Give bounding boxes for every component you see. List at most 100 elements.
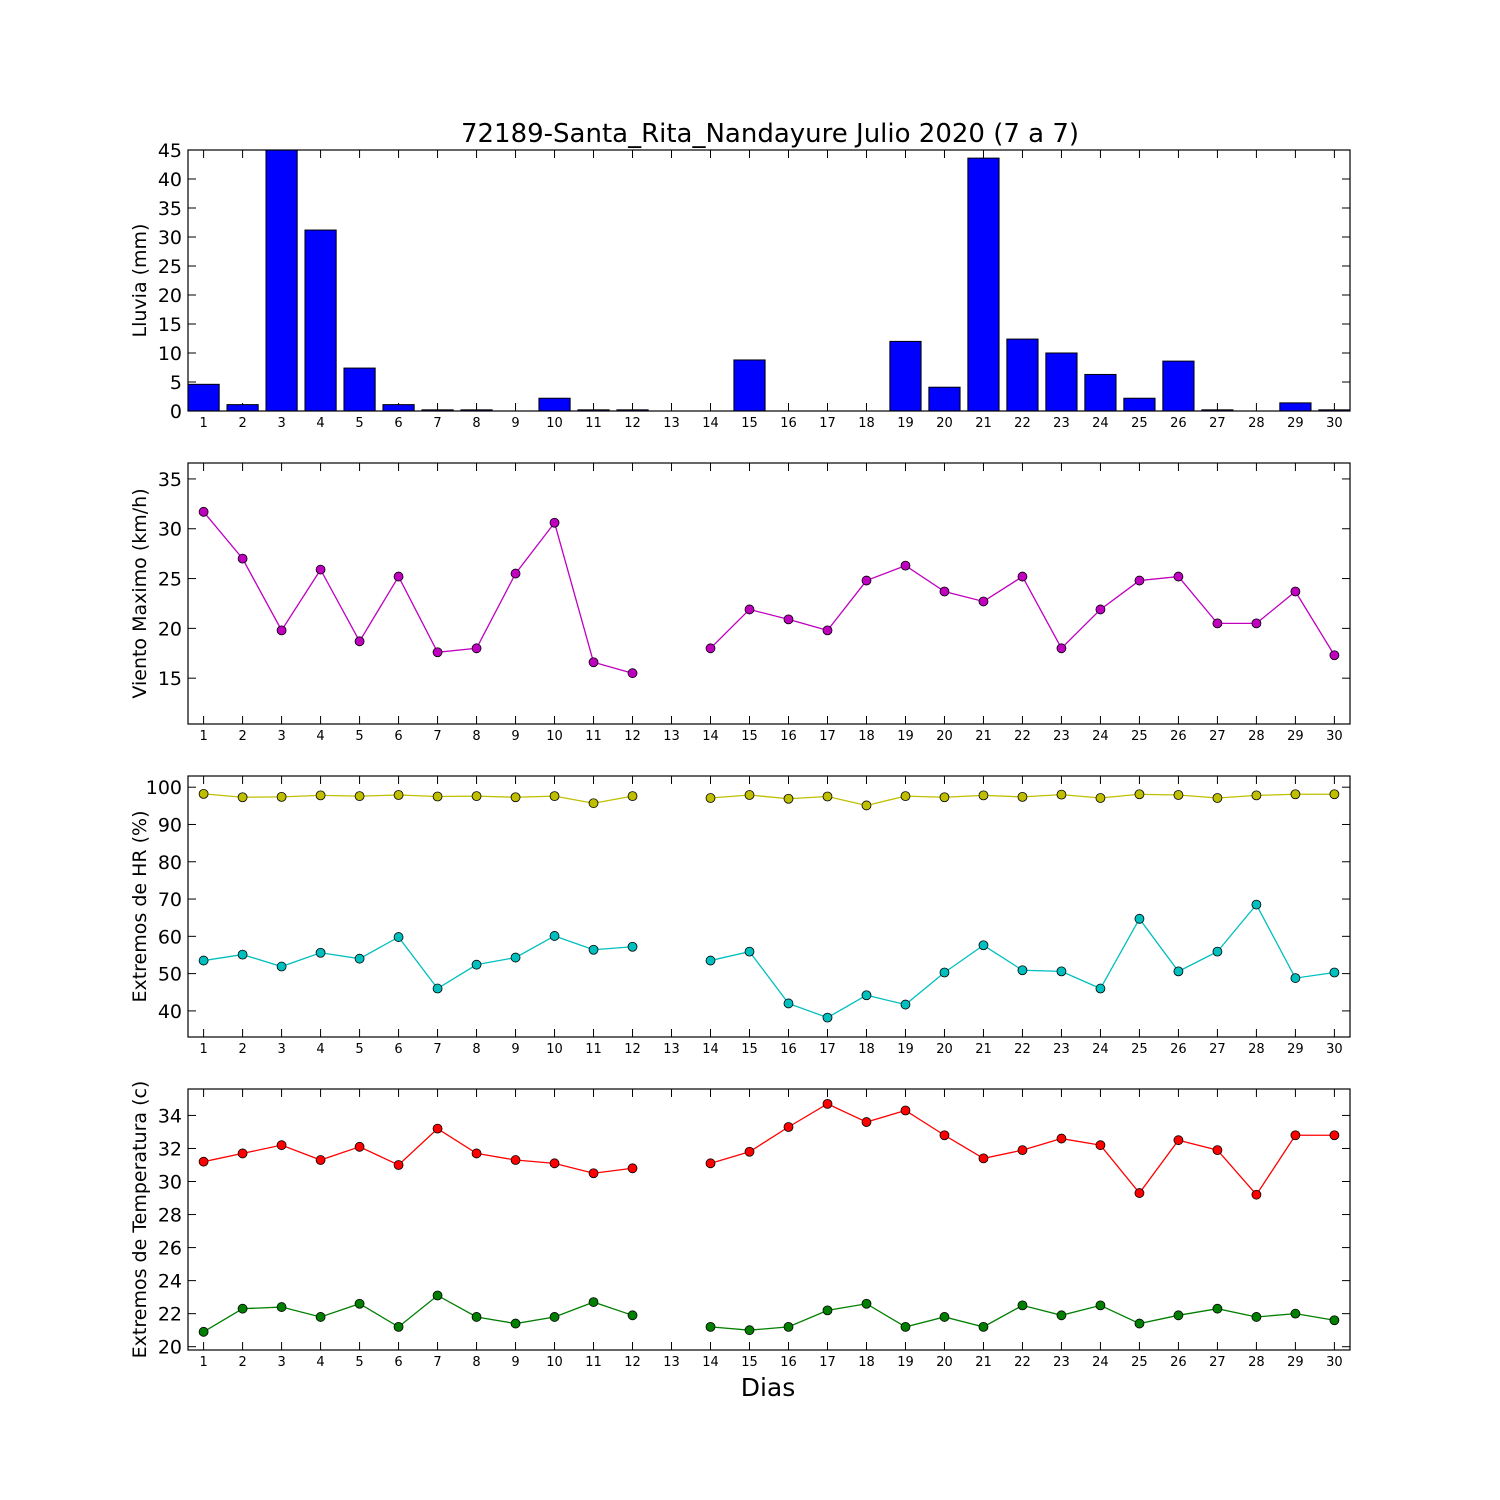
x-tick-label: 24 (1092, 1355, 1109, 1370)
data-point (705, 955, 716, 966)
y-tick-label: 50 (158, 964, 182, 986)
data-point (978, 790, 989, 801)
data-point (315, 790, 326, 801)
data-point (1329, 967, 1340, 978)
data-point (1017, 1145, 1028, 1156)
y-tick-label: 22 (158, 1304, 182, 1326)
data-point (744, 604, 755, 615)
x-tick-label: 22 (1014, 416, 1031, 431)
data-point (276, 1140, 287, 1151)
x-tick-label: 25 (1131, 1355, 1148, 1370)
x-tick-label: 13 (663, 1355, 680, 1370)
data-point (198, 1326, 209, 1337)
data-point (1290, 1308, 1301, 1319)
x-tick-label: 1 (199, 1355, 207, 1370)
x-tick-label: 5 (355, 416, 363, 431)
y-tick-label: 30 (158, 519, 182, 541)
data-point (1290, 586, 1301, 597)
y-tick-label: 20 (158, 1337, 182, 1359)
x-tick-label: 23 (1053, 729, 1070, 744)
bar (1006, 338, 1039, 412)
data-point (978, 940, 989, 951)
x-tick-label: 17 (819, 416, 836, 431)
x-tick-label: 30 (1326, 416, 1343, 431)
y-tick-label: 25 (158, 569, 182, 591)
bar (1279, 402, 1312, 412)
data-point (939, 792, 950, 803)
x-tick-label: 29 (1287, 729, 1304, 744)
x-tick-label: 9 (511, 729, 519, 744)
y-tick-label: 34 (158, 1105, 182, 1127)
data-point (705, 1321, 716, 1332)
x-tick-label: 18 (858, 416, 875, 431)
data-point (432, 647, 443, 658)
x-tick-label: 6 (394, 416, 402, 431)
data-point (510, 792, 521, 803)
x-tick-label: 10 (546, 729, 563, 744)
data-point (198, 506, 209, 517)
x-tick-label: 8 (472, 416, 480, 431)
y-tick-label: 25 (158, 256, 182, 278)
data-point (900, 1105, 911, 1116)
x-tick-label: 1 (199, 1042, 207, 1057)
data-point (1134, 913, 1145, 924)
data-point (315, 947, 326, 958)
data-point (315, 1312, 326, 1322)
y-tick-label: 5 (170, 372, 182, 394)
x-tick-label: 8 (472, 1042, 480, 1057)
bar (733, 359, 766, 412)
data-point (549, 1312, 560, 1322)
data-point (510, 952, 521, 963)
x-tick-label: 8 (472, 1355, 480, 1370)
data-point (393, 1321, 404, 1332)
data-point (744, 790, 755, 800)
data-point (198, 955, 209, 966)
x-tick-label: 17 (819, 729, 836, 744)
x-tick-label: 26 (1170, 1042, 1187, 1057)
data-point (1212, 1145, 1223, 1156)
x-tick-label: 16 (780, 1042, 797, 1057)
x-tick-label: 18 (858, 729, 875, 744)
x-tick-label: 9 (511, 416, 519, 431)
data-point (393, 790, 404, 800)
data-point (1173, 1310, 1184, 1321)
data-point (588, 657, 599, 668)
x-axis-label: Dias (741, 1373, 796, 1402)
data-point (1290, 789, 1301, 800)
x-tick-label: 24 (1092, 416, 1109, 431)
y-tick-label: 20 (158, 285, 182, 307)
data-point (354, 1141, 365, 1152)
x-tick-label: 25 (1131, 416, 1148, 431)
data-point (1056, 1310, 1067, 1321)
y-axis-label: Extremos de Temperatura (c) (129, 1081, 151, 1359)
x-tick-label: 2 (238, 1355, 246, 1370)
x-tick-label: 27 (1209, 1042, 1226, 1057)
data-point (1056, 789, 1067, 800)
data-point (1095, 1140, 1106, 1151)
x-tick-label: 4 (316, 1355, 324, 1370)
data-point (588, 798, 599, 809)
data-point (1056, 1133, 1067, 1144)
data-point (627, 941, 638, 952)
bar (1123, 397, 1156, 412)
data-point (861, 800, 872, 811)
data-point (744, 1325, 755, 1336)
series-line-1 (203, 511, 633, 674)
data-point (861, 1117, 872, 1127)
x-tick-label: 18 (858, 1042, 875, 1057)
series-line-1 (203, 793, 633, 804)
x-tick-label: 27 (1209, 729, 1226, 744)
data-point (1212, 946, 1223, 957)
x-tick-label: 14 (702, 1042, 719, 1057)
data-point (1173, 571, 1184, 582)
x-tick-label: 28 (1248, 416, 1265, 431)
data-point (354, 791, 365, 802)
x-tick-label: 10 (546, 1355, 563, 1370)
x-tick-label: 22 (1014, 729, 1031, 744)
bar (187, 383, 220, 412)
data-point (432, 983, 443, 994)
data-point (1095, 793, 1106, 803)
data-point (471, 1148, 482, 1159)
data-point (237, 792, 248, 803)
y-tick-label: 15 (158, 314, 182, 336)
